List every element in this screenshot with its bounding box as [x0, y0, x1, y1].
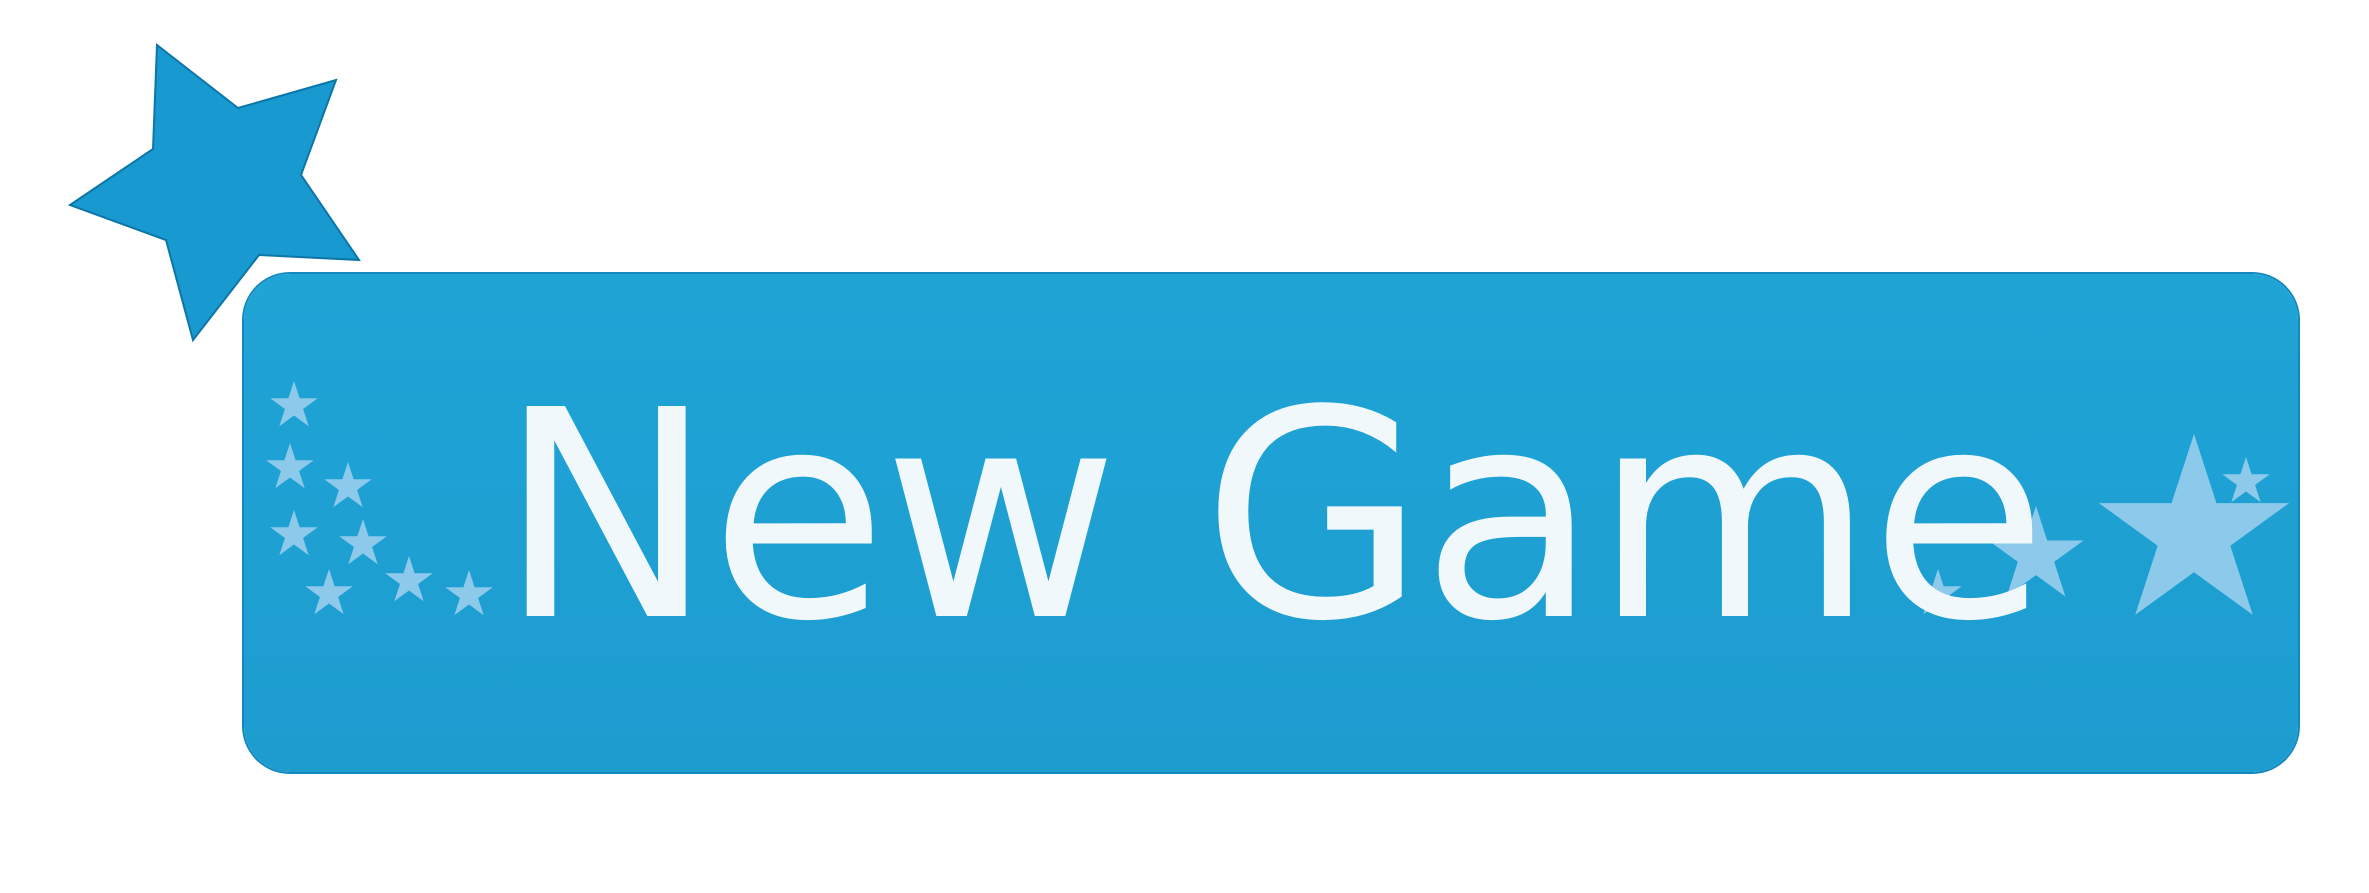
new-game-label: New Game	[498, 349, 2047, 684]
new-game-button[interactable]: New Game	[242, 272, 2300, 774]
